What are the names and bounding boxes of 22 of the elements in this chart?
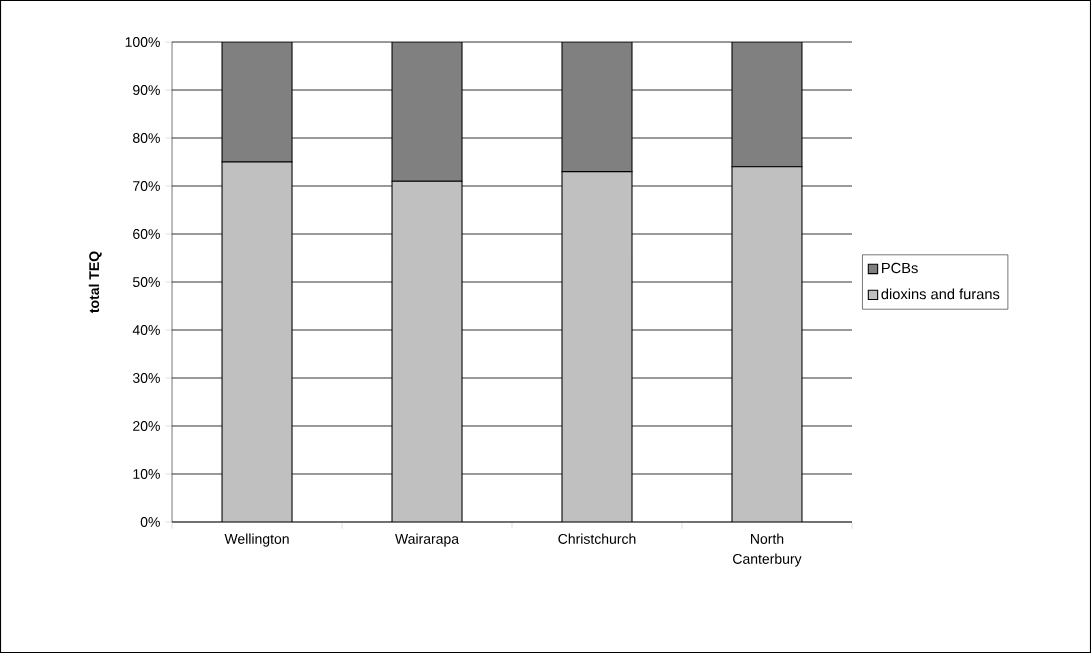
x-tick-label: Wairarapa	[395, 533, 460, 547]
y-tick-label: 60%	[133, 229, 160, 239]
y-tick-label: 70%	[133, 181, 160, 191]
y-axis-title: total TEQ	[88, 251, 102, 313]
bar	[221, 161, 293, 522]
y-tick-label: 0%	[140, 517, 160, 527]
y-tick-label: 30%	[132, 373, 160, 383]
y-tick-label: 90%	[133, 85, 160, 95]
y-tick-label: 10%	[133, 469, 160, 479]
y-tick-label: 20%	[133, 421, 160, 431]
bar	[561, 171, 633, 522]
legend-label: dioxins and furans	[881, 288, 1000, 300]
x-tick-label: North Canterbury	[733, 533, 802, 567]
legend-label: PCBs	[882, 262, 918, 274]
y-tick-label: 40%	[132, 325, 160, 335]
x-tick-label: Christchurch	[558, 533, 636, 544]
bar	[731, 166, 803, 522]
x-tick-label: Wellington	[224, 533, 289, 547]
bar	[391, 180, 463, 522]
y-tick-label: 100%	[125, 37, 160, 47]
y-tick-label: 50%	[132, 277, 160, 287]
y-tick-label: 80%	[133, 133, 160, 143]
